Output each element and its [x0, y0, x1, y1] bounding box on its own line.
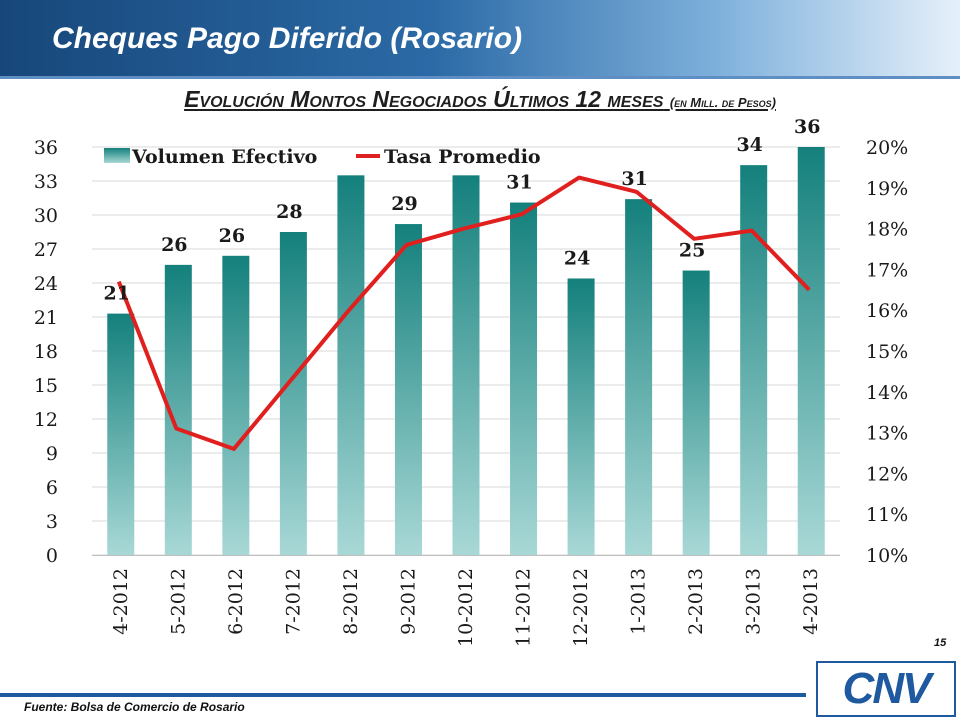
x-tick-label: 6-2012	[225, 568, 247, 635]
bar	[625, 199, 653, 555]
page-title: Cheques Pago Diferido (Rosario)	[52, 22, 523, 55]
bars	[107, 147, 825, 556]
bar-data-label: 31	[621, 168, 647, 190]
bar-data-label: 26	[219, 225, 245, 247]
footer-bar	[0, 693, 806, 697]
right-tick-label: 16%	[866, 300, 908, 322]
x-tick-label: 2-2013	[685, 568, 707, 635]
bar-data-label: 21	[104, 283, 130, 305]
left-tick-label: 36	[34, 137, 58, 159]
left-tick-label: 0	[46, 545, 58, 567]
bar-data-label: 24	[564, 247, 590, 269]
subtitle-main: Evolución Montos Negociados Últimos 12 m…	[184, 86, 664, 112]
bar-data-label: 29	[391, 193, 417, 215]
left-tick-label: 30	[34, 205, 58, 227]
cnv-logo: CNV	[806, 655, 960, 720]
rate-series-line	[116, 175, 811, 451]
source-note: Fuente: Bolsa de Comercio de Rosario	[24, 700, 245, 714]
bar	[682, 270, 710, 555]
bar	[567, 278, 595, 555]
x-tick-label: 3-2013	[743, 568, 765, 635]
bar	[510, 202, 538, 556]
left-tick-label: 21	[34, 307, 58, 329]
right-tick-label: 13%	[866, 423, 908, 445]
right-tick-label: 15%	[866, 341, 908, 363]
logo-frame: CNV	[816, 661, 956, 717]
x-tick-label: 7-2012	[282, 568, 304, 635]
left-tick-label: 12	[34, 409, 58, 431]
right-tick-label: 12%	[866, 463, 908, 485]
x-tick-label: 9-2012	[397, 568, 419, 635]
bar-data-label: 26	[161, 234, 187, 256]
bar	[222, 255, 250, 556]
legend-line-label: Tasa Promedio	[384, 146, 541, 168]
page-number: 15	[934, 637, 947, 649]
left-tick-label: 18	[34, 341, 58, 363]
subtitle-units: (en Mill. de Pesos)	[669, 95, 776, 110]
left-tick-label: 6	[46, 477, 58, 499]
bar-data-label: 36	[794, 116, 820, 138]
left-tick-label: 33	[34, 171, 58, 193]
bar	[797, 147, 825, 555]
x-axis: 4-2012 5-2012 6-2012 7-2012 8-2012 9-2012 10-2…	[92, 555, 840, 647]
x-tick-label: 4-2013	[800, 568, 822, 635]
x-tick-label: 8-2012	[340, 568, 362, 635]
right-tick-label: 11%	[866, 504, 908, 526]
right-tick-label: 17%	[866, 259, 908, 281]
bar	[740, 165, 768, 555]
chart-subtitle: Evolución Montos Negociados Últimos 12 m…	[0, 86, 960, 113]
logo-text: CNV	[842, 664, 932, 713]
left-tick-label: 15	[34, 375, 58, 397]
bar-data-label: 34	[736, 134, 762, 156]
data-labels: 21 26 26 28 29 31 24 31 25 34 36	[104, 116, 821, 305]
right-tick-label: 14%	[866, 382, 908, 404]
x-tick-label: 12-2012	[570, 568, 592, 647]
right-tick-label: 18%	[866, 219, 908, 241]
right-tick-label: 19%	[866, 178, 908, 200]
right-axis: 10% 11% 12% 13% 14% 15% 16% 17% 18% 19% 20%	[866, 137, 908, 567]
x-tick-label: 4-2012	[110, 568, 132, 635]
left-tick-label: 24	[34, 273, 58, 295]
right-tick-label: 10%	[866, 545, 908, 567]
bar	[394, 224, 422, 556]
bar-data-label: 28	[276, 201, 302, 223]
rate-line	[116, 175, 811, 451]
bar	[107, 313, 135, 555]
x-tick-label: 5-2012	[167, 568, 189, 635]
bar	[452, 175, 480, 556]
left-tick-label: 9	[46, 443, 58, 465]
bar-data-label: 25	[679, 240, 705, 262]
header-bar: Cheques Pago Diferido (Rosario)	[0, 0, 960, 76]
left-tick-label: 27	[34, 239, 58, 261]
right-tick-label: 20%	[866, 137, 908, 159]
x-tick-label: 1-2013	[628, 568, 650, 635]
bar	[279, 232, 307, 555]
bar	[337, 175, 365, 556]
legend: Volumen Efectivo Tasa Promedio	[104, 146, 541, 168]
bar-data-label: 31	[506, 172, 532, 194]
left-tick-label: 3	[46, 511, 58, 533]
header-divider	[0, 76, 960, 79]
legend-bar-label: Volumen Efectivo	[131, 146, 317, 168]
x-tick-label: 11-2012	[513, 568, 535, 647]
x-tick-label: 10-2012	[455, 568, 477, 647]
legend-bar-swatch	[104, 148, 130, 163]
